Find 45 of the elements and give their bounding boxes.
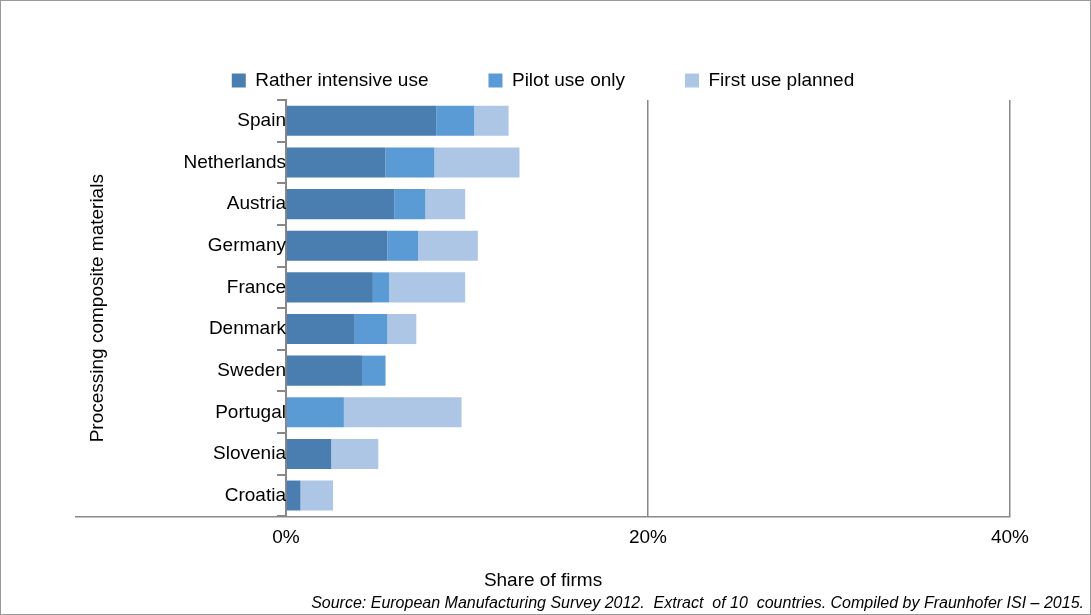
bar: [361, 355, 386, 386]
bar: [372, 272, 390, 303]
y-tick-label: Slovenia: [213, 442, 287, 464]
bar: [300, 480, 334, 511]
x-axis-title: Share of firms: [483, 568, 603, 590]
y-tick-label: Croatia: [224, 483, 287, 505]
bar: [286, 230, 388, 261]
bar: [434, 147, 520, 178]
y-tick-label: Portugal: [215, 400, 286, 422]
bar: [385, 147, 435, 178]
x-tick-label: 40%: [990, 526, 1030, 548]
bar: [286, 313, 355, 345]
y-tick-label: Netherlands: [183, 150, 286, 172]
y-axis-title: Processing composite materials: [86, 174, 108, 443]
bar: [286, 355, 362, 386]
bar: [286, 480, 301, 511]
bar: [425, 189, 466, 220]
y-tick-label: Sweden: [217, 358, 286, 380]
bar: [436, 105, 475, 136]
x-tick-label: 20%: [628, 526, 668, 548]
bar: [387, 230, 419, 261]
legend-label: First use planned: [708, 68, 855, 90]
y-tick-label: Denmark: [208, 317, 287, 339]
bar: [286, 438, 332, 469]
bar: [286, 397, 344, 428]
source-note: Source: European Manufacturing Survey 2012. Extract of 10 countries. Compiled by Fraunhofer ISI – 2015.: [311, 594, 1084, 612]
y-tick-label: Austria: [226, 192, 287, 214]
bar: [418, 230, 478, 261]
bar: [343, 397, 462, 428]
legend-label: Pilot use only: [511, 68, 626, 90]
y-tick-label: Spain: [237, 109, 286, 131]
bar: [387, 313, 417, 345]
bar: [286, 147, 386, 178]
bar: [331, 438, 379, 469]
y-tick-label: Germany: [207, 233, 287, 255]
bar: [394, 189, 426, 220]
bar: [286, 189, 395, 220]
bar: [354, 313, 388, 345]
legend-label: Rather intensive use: [255, 68, 429, 90]
x-tick-label: 0%: [272, 526, 300, 548]
y-tick-label: France: [226, 275, 286, 297]
bar: [286, 272, 373, 303]
bar: [474, 105, 509, 136]
bar: [389, 272, 466, 303]
bar: [286, 105, 437, 136]
